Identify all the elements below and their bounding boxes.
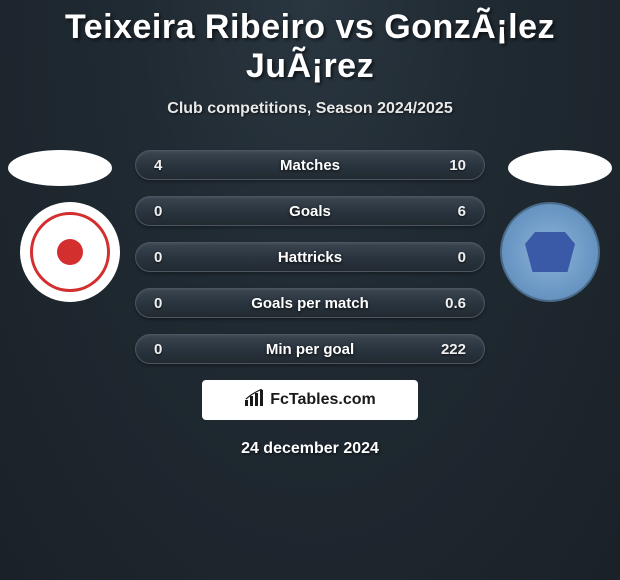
stat-label: Goals per match (251, 295, 369, 312)
stat-right-value: 10 (449, 157, 466, 174)
stat-row-min-per-goal: 0 Min per goal 222 (135, 334, 485, 364)
subtitle: Club competitions, Season 2024/2025 (0, 100, 620, 118)
stat-row-hattricks: 0 Hattricks 0 (135, 242, 485, 272)
stat-label: Hattricks (278, 249, 342, 266)
stat-left-value: 0 (154, 341, 162, 358)
stat-left-value: 0 (154, 249, 162, 266)
bar-chart-icon (244, 389, 264, 412)
player-photo-right (508, 150, 612, 186)
stats-table: 4 Matches 10 0 Goals 6 0 Hattricks 0 0 G… (135, 150, 485, 364)
stat-left-value: 0 (154, 203, 162, 220)
club-badge-left-inner (30, 212, 110, 292)
stat-right-value: 0 (458, 249, 466, 266)
stat-right-value: 222 (441, 341, 466, 358)
stat-label: Goals (289, 203, 331, 220)
page-title: Teixeira Ribeiro vs GonzÃ¡lez JuÃ¡rez (0, 0, 620, 86)
stat-right-value: 6 (458, 203, 466, 220)
stat-label: Min per goal (266, 341, 354, 358)
stat-left-value: 0 (154, 295, 162, 312)
stat-row-goals-per-match: 0 Goals per match 0.6 (135, 288, 485, 318)
stat-left-value: 4 (154, 157, 162, 174)
comparison-content: 4 Matches 10 0 Goals 6 0 Hattricks 0 0 G… (0, 150, 620, 458)
date-text: 24 december 2024 (0, 440, 620, 458)
club-badge-right (500, 202, 600, 302)
stat-label: Matches (280, 157, 340, 174)
stat-row-goals: 0 Goals 6 (135, 196, 485, 226)
club-badge-left (20, 202, 120, 302)
stat-row-matches: 4 Matches 10 (135, 150, 485, 180)
stat-right-value: 0.6 (445, 295, 466, 312)
club-badge-right-inner (525, 232, 575, 272)
branding-text: FcTables.com (270, 391, 376, 409)
player-photo-left (8, 150, 112, 186)
branding-box: FcTables.com (202, 380, 418, 420)
